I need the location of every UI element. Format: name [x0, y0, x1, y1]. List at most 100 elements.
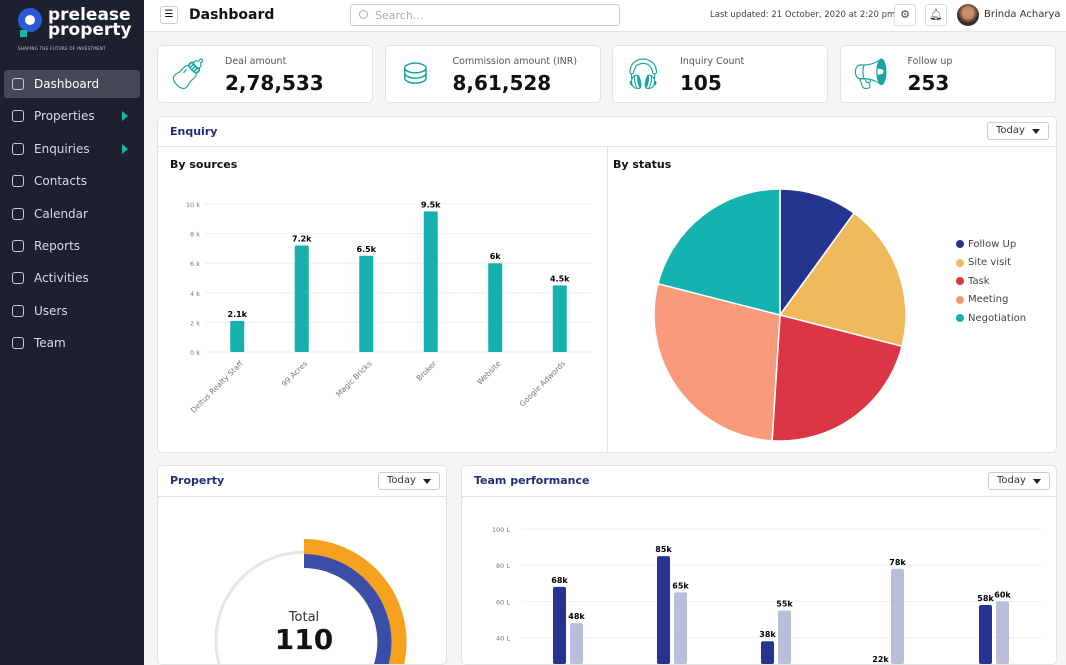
legend-item[interactable]: Meeting	[956, 291, 1026, 310]
search-input[interactable]: Search...	[350, 4, 620, 26]
grid-icon	[12, 78, 24, 90]
total-value: 110	[274, 623, 334, 656]
data-label: 85k	[655, 545, 672, 554]
pie-slice-follow-up[interactable]	[779, 188, 856, 318]
contact-icon	[12, 175, 24, 188]
data-label: 68k	[551, 576, 568, 585]
team-performance-panel: Team performance Today 40 L 60 L 80 L 100 L…	[461, 465, 1057, 665]
data-label: 48k	[568, 612, 585, 621]
sidebar-item-enquiries[interactable]: Enquiries	[4, 135, 140, 163]
stat-value: 253	[907, 71, 950, 95]
bar[interactable]	[359, 255, 374, 352]
bar[interactable]	[778, 610, 791, 664]
property-filter-dropdown[interactable]: Today	[378, 472, 440, 490]
user-name[interactable]: Brinda Acharya	[984, 9, 1061, 20]
sidebar-item-label: Properties	[34, 109, 95, 124]
data-label: 4.5k	[550, 274, 570, 283]
data-label: 6k	[490, 252, 502, 261]
bar[interactable]	[761, 641, 774, 664]
by-status-title: By status	[613, 158, 672, 171]
bar[interactable]	[674, 592, 687, 664]
total-label: Total	[288, 610, 320, 625]
team-filter-dropdown[interactable]: Today	[988, 472, 1050, 490]
bar[interactable]	[294, 245, 309, 352]
sidebar-item-reports[interactable]: Reports	[4, 232, 140, 260]
pie-legend: Follow Up Site visit Task Meeting Negotiatio…	[956, 235, 1026, 328]
gear-icon: ⚙	[900, 8, 910, 21]
stat-label: Inquiry Count	[680, 56, 745, 67]
sidebar-item-users[interactable]: Users	[4, 297, 140, 325]
team-bar-chart: 40 L 60 L 80 L 100 L 68k 85k 38k 22k 58k 48k 65k 55…	[492, 526, 1042, 664]
notifications-button[interactable]: 🔔︎	[925, 4, 947, 26]
pie-slice-task[interactable]	[771, 314, 903, 442]
y-tick-label: 60 L	[496, 598, 510, 606]
sidebar-item-label: Calendar	[34, 206, 88, 221]
pie-slice-site-visit[interactable]	[778, 212, 907, 348]
caret-right-icon	[122, 111, 128, 122]
search-icon	[359, 10, 368, 19]
bar[interactable]	[552, 285, 567, 352]
bar[interactable]	[423, 211, 438, 352]
bar[interactable]	[553, 586, 566, 664]
data-label: 55k	[776, 599, 793, 608]
property-panel: Property Today Total 110	[157, 465, 447, 665]
legend-item[interactable]: Site visit	[956, 254, 1026, 273]
legend-swatch	[956, 314, 964, 323]
sidebar-item-calendar[interactable]: Calendar	[4, 200, 140, 228]
bar[interactable]	[570, 623, 583, 664]
y-tick-label: 100 L	[492, 526, 510, 534]
legend-item[interactable]: Follow Up	[956, 235, 1026, 254]
panel-title: Enquiry	[170, 125, 218, 138]
sidebar-item-label: Reports	[34, 238, 81, 253]
bar[interactable]	[488, 263, 503, 352]
last-updated: Last updated: 21 October, 2020 at 2:20 p…	[710, 10, 896, 20]
data-label: 78k	[889, 558, 906, 567]
legend-label: Meeting	[968, 294, 1009, 306]
legend-swatch	[956, 240, 964, 249]
y-tick-label: 2 k	[190, 319, 200, 327]
sidebar-item-activities[interactable]: Activities	[4, 264, 140, 292]
avatar[interactable]	[957, 4, 979, 26]
legend-swatch	[956, 258, 964, 267]
warning-icon	[12, 110, 24, 123]
stat-label: Deal amount	[225, 56, 287, 67]
legend-swatch	[956, 295, 964, 304]
property-donut-chart	[214, 539, 407, 664]
y-tick-label: 10 k	[186, 201, 200, 209]
bar[interactable]	[657, 556, 670, 664]
settings-button[interactable]: ⚙	[894, 4, 916, 26]
y-tick-label: 8 k	[190, 231, 200, 239]
bar[interactable]	[230, 320, 245, 352]
legend-item[interactable]: Negotiation	[956, 309, 1026, 328]
bar[interactable]	[891, 568, 904, 664]
sidebar-item-label: Dashboard	[34, 77, 100, 91]
brand-name: prelease	[48, 5, 131, 25]
legend-item[interactable]: Task	[956, 272, 1026, 291]
menu-toggle-button[interactable]: ☰	[160, 6, 178, 24]
stat-value: 105	[680, 71, 722, 95]
pie-slice-meeting[interactable]	[653, 282, 781, 442]
bar[interactable]	[996, 601, 1009, 664]
panel-title: Team performance	[474, 474, 590, 487]
team-icon	[12, 337, 24, 350]
stat-value: 8,61,528	[452, 71, 552, 95]
data-label: 9.5k	[421, 200, 441, 209]
stat-label: Commission amount (INR)	[452, 56, 578, 67]
pie-slice-negotiation[interactable]	[657, 188, 781, 316]
by-sources-title: By sources	[170, 158, 238, 171]
sidebar-item-properties[interactable]: Properties	[4, 102, 140, 130]
brand-logo[interactable]: prelease property SHAPING THE FUTURE OF I…	[18, 5, 132, 51]
status-pie-chart	[653, 188, 907, 442]
panel-title: Property	[170, 474, 225, 487]
sidebar-item-contacts[interactable]: Contacts	[4, 167, 140, 195]
enquiry-filter-dropdown[interactable]: Today	[987, 122, 1049, 140]
sidebar-item-team[interactable]: Team	[4, 329, 140, 357]
logo-mark	[18, 8, 44, 38]
sidebar-item-dashboard[interactable]: Dashboard	[4, 70, 140, 98]
sidebar-item-label: Team	[34, 336, 66, 351]
bar[interactable]	[979, 605, 992, 664]
y-tick-label: 40 L	[496, 635, 510, 643]
y-tick-label: 4 k	[190, 290, 200, 298]
stat-card-2: 🎧︎ Inquiry Count 105	[612, 45, 828, 103]
